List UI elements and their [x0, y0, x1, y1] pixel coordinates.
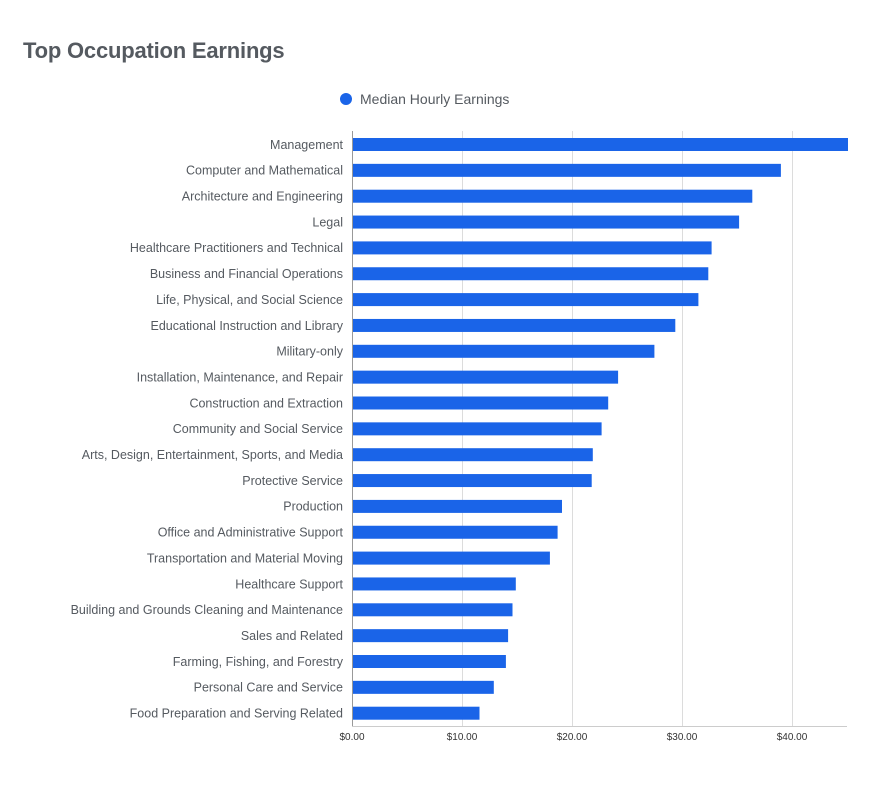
x-tick-label-1: $10.00: [447, 732, 478, 743]
category-label-1: Computer and Mathematical: [186, 164, 343, 178]
bar-15[interactable]: [353, 525, 558, 539]
category-label-13: Protective Service: [242, 474, 343, 488]
bar-22[interactable]: [353, 706, 480, 720]
bar-17[interactable]: [353, 577, 516, 591]
bar-13[interactable]: [353, 474, 592, 488]
category-label-5: Business and Financial Operations: [150, 267, 343, 281]
category-label-6: Life, Physical, and Social Science: [156, 293, 343, 307]
category-label-10: Construction and Extraction: [189, 396, 343, 410]
category-label-3: Legal: [312, 215, 343, 229]
bar-4[interactable]: [353, 241, 712, 255]
bar-7[interactable]: [353, 318, 676, 332]
category-label-11: Community and Social Service: [173, 422, 343, 436]
legend-label: Median Hourly Earnings: [360, 91, 510, 107]
bar-11[interactable]: [353, 422, 602, 436]
category-label-18: Building and Grounds Cleaning and Mainte…: [71, 603, 343, 617]
category-label-19: Sales and Related: [241, 629, 343, 643]
category-label-7: Educational Instruction and Library: [151, 319, 344, 333]
category-label-16: Transportation and Material Moving: [147, 551, 343, 565]
bar-21[interactable]: [353, 680, 494, 694]
bar-18[interactable]: [353, 603, 513, 617]
x-tick-label-2: $20.00: [557, 732, 588, 743]
category-label-14: Production: [283, 500, 343, 514]
bar-5[interactable]: [353, 267, 709, 281]
bar-2[interactable]: [353, 189, 753, 203]
category-label-2: Architecture and Engineering: [182, 190, 343, 204]
category-label-22: Food Preparation and Serving Related: [130, 707, 343, 721]
x-tick-label-4: $40.00: [777, 732, 808, 743]
bar-12[interactable]: [353, 448, 593, 462]
legend[interactable]: Median Hourly Earnings: [340, 91, 509, 107]
category-label-21: Personal Care and Service: [194, 681, 343, 695]
legend-marker: [340, 93, 352, 105]
bar-20[interactable]: [353, 655, 506, 668]
category-label-12: Arts, Design, Entertainment, Sports, and…: [82, 448, 343, 462]
bar-9[interactable]: [353, 370, 619, 384]
bar-6[interactable]: [353, 293, 699, 307]
bar-1[interactable]: [353, 163, 781, 177]
bar-14[interactable]: [353, 499, 562, 513]
bar-19[interactable]: [353, 629, 509, 643]
bar-0[interactable]: [353, 138, 848, 151]
category-label-17: Healthcare Support: [235, 577, 343, 591]
x-tick-label-3: $30.00: [667, 732, 698, 743]
bar-16[interactable]: [353, 551, 550, 565]
chart-title: Top Occupation Earnings: [23, 38, 285, 63]
category-label-15: Office and Administrative Support: [158, 526, 344, 540]
bar-8[interactable]: [353, 344, 655, 358]
bar-3[interactable]: [353, 215, 740, 229]
category-label-4: Healthcare Practitioners and Technical: [130, 241, 343, 255]
category-label-0: Management: [270, 138, 343, 152]
category-label-8: Military-only: [276, 345, 343, 359]
x-tick-label-0: $0.00: [339, 732, 364, 743]
bar-10[interactable]: [353, 396, 609, 410]
category-label-9: Installation, Maintenance, and Repair: [137, 370, 343, 384]
category-label-20: Farming, Fishing, and Forestry: [173, 655, 344, 669]
